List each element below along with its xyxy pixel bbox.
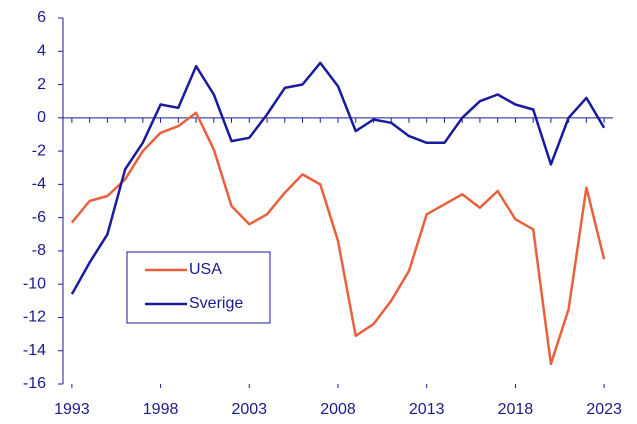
legend-box: [126, 251, 271, 324]
y-tick-label: -4: [32, 176, 46, 193]
x-tick-label: 2003: [231, 401, 267, 418]
x-tick-label: 2018: [498, 401, 534, 418]
y-tick-label: 4: [37, 42, 46, 59]
x-tick-label: 1998: [143, 401, 179, 418]
x-tick-label: 2008: [320, 401, 356, 418]
y-tick-label: -10: [23, 275, 46, 292]
y-tick-label: -8: [32, 242, 46, 259]
y-tick-label: 0: [37, 109, 46, 126]
y-tick-label: -14: [23, 342, 46, 359]
y-tick-label: -6: [32, 209, 46, 226]
y-tick-label: -12: [23, 309, 46, 326]
x-tick-label: 2013: [409, 401, 445, 418]
line-series: [70, 61, 606, 295]
y-tick-label: -2: [32, 142, 46, 159]
y-tick-label: -16: [23, 375, 46, 392]
y-tick-label: 6: [37, 9, 46, 26]
line-series: [70, 111, 606, 366]
x-tick-label: 1993: [54, 401, 90, 418]
x-tick-label: 2023: [586, 401, 622, 418]
legend-label: Sverige: [189, 295, 243, 312]
legend-label: USA: [189, 261, 222, 278]
y-tick-label: 2: [37, 76, 46, 93]
